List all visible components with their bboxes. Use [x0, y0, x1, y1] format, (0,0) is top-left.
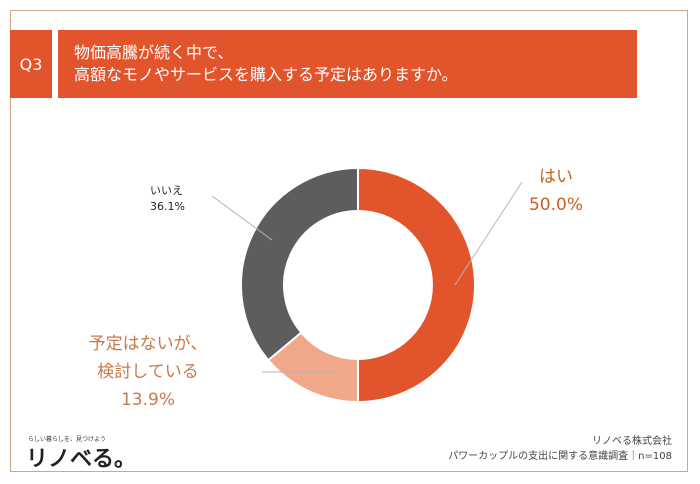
slice-category-label-2: いいえ	[150, 184, 183, 197]
company-logo: リノベる。	[26, 447, 137, 472]
footer-survey: パワーカップルの支出に関する意識調査｜n=108	[448, 451, 672, 462]
question-line-2: 高額なモノやサービスを購入する予定はありますか。	[74, 65, 458, 84]
slice-category-label-1: 検討している	[97, 362, 199, 382]
question-number-badge: Q3	[10, 30, 52, 98]
donut-slice-0	[357, 166, 476, 404]
question-number: Q3	[19, 54, 43, 74]
footer-company: リノベる株式会社	[592, 436, 672, 447]
slice-category-label-1: 予定はないが、	[89, 334, 208, 354]
slice-value-label-1: 13.9%	[121, 390, 175, 410]
donut-slice-2	[240, 166, 359, 362]
slice-value-label-0: 50.0%	[529, 195, 583, 215]
question-line-1: 物価高騰が続く中で、	[74, 43, 234, 62]
leader-line-2	[211, 195, 273, 241]
slice-category-label-0: はい	[539, 167, 573, 187]
slide-frame	[10, 10, 688, 472]
leader-line-0	[454, 181, 523, 286]
slice-value-label-2: 36.1%	[150, 200, 185, 213]
question-title: 物価高騰が続く中で、 高額なモノやサービスを購入する予定はありますか。	[58, 30, 637, 98]
logo-tagline: らしい暮らしを、見つけよう	[28, 436, 107, 443]
